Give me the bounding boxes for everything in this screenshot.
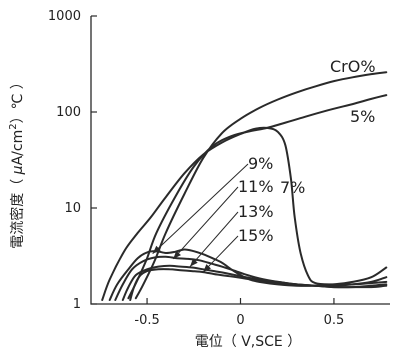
tick-labels: -0.5 0 0.5 1 10 100 1000 xyxy=(48,9,344,328)
series-label-cro: CrO% xyxy=(330,57,376,76)
x-tick-label-0: 0 xyxy=(236,313,244,328)
leader-arrowhead-15 xyxy=(203,264,211,273)
series-line-15 xyxy=(129,268,388,301)
series-label-15: 15% xyxy=(238,226,274,245)
series-label-9: 9% xyxy=(248,154,273,173)
leader-arrowhead-11 xyxy=(173,250,181,259)
leader-line-9 xyxy=(152,163,249,254)
series-label-11: 11% xyxy=(238,177,274,196)
y-tick-label-10: 10 xyxy=(64,201,81,216)
y-axis-title-sup: 2 xyxy=(8,123,19,129)
leader-line-15 xyxy=(202,235,239,273)
series-label-13: 13% xyxy=(238,202,274,221)
annotations: CrO% 5% 7% 9% 11% 13% 15% xyxy=(152,57,376,273)
y-axis-title-mu: μ xyxy=(10,165,26,175)
leader-arrowhead-9 xyxy=(152,245,161,254)
y-tick-label-1000: 1000 xyxy=(48,9,81,24)
y-axis-title-unit: A/cm xyxy=(10,130,26,166)
y-axis-title-part-1: 電流密度（ xyxy=(9,174,26,248)
leader-line-13 xyxy=(189,211,239,267)
y-axis-title-part-2: ）℃ ） xyxy=(10,75,26,123)
y-tick-label-100: 100 xyxy=(56,105,81,120)
leader-arrowhead-13 xyxy=(190,258,198,267)
series-line-cro xyxy=(134,71,388,300)
x-axis-title: 電位（ V,SCE ） xyxy=(195,334,301,350)
series-label-5: 5% xyxy=(350,107,375,126)
leader-line-11 xyxy=(172,186,239,260)
series-label-7: 7% xyxy=(280,178,305,197)
ticks xyxy=(91,15,335,305)
x-tick-label-0-5: -0.5 xyxy=(134,313,159,328)
curves xyxy=(101,71,388,301)
series-line-7 xyxy=(101,126,388,301)
y-tick-label-1: 1 xyxy=(73,297,81,312)
x-tick-label-0-5: 0.5 xyxy=(324,313,345,328)
y-axis-title: 電流密度（ μA/cm2）℃ ） xyxy=(8,75,26,249)
